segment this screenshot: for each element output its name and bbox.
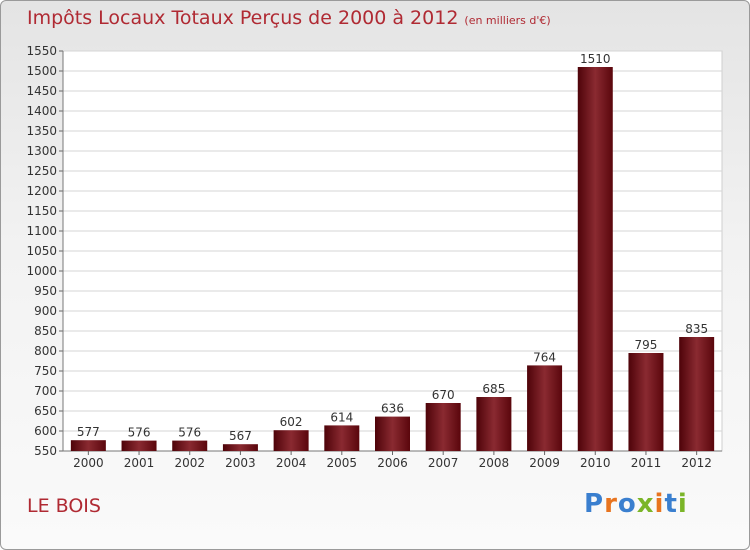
y-tick-label: 1300 <box>26 144 57 158</box>
y-tick-label: 650 <box>34 404 57 418</box>
y-tick-label: 1450 <box>26 84 57 98</box>
x-tick-label: 2008 <box>479 456 510 470</box>
chart-title-text: Impôts Locaux Totaux Perçus de 2000 à 20… <box>27 7 459 29</box>
data-label: 602 <box>280 415 303 429</box>
data-label: 795 <box>635 338 658 352</box>
y-tick-label: 1150 <box>26 204 57 218</box>
x-tick-label: 2004 <box>276 456 307 470</box>
logo-letter: r <box>604 489 618 519</box>
x-tick-label: 2012 <box>681 456 712 470</box>
y-tick-label: 700 <box>34 384 57 398</box>
y-tick-label: 850 <box>34 324 57 338</box>
bar <box>375 416 410 451</box>
x-tick-label: 2006 <box>377 456 408 470</box>
y-tick-label: 550 <box>34 444 57 458</box>
y-tick-label: 1100 <box>26 224 57 238</box>
y-tick-label: 1000 <box>26 264 57 278</box>
logo-letter: P <box>584 489 605 519</box>
x-tick-label: 2011 <box>631 456 662 470</box>
x-tick-label: 2003 <box>225 456 256 470</box>
bar <box>425 403 461 451</box>
bar <box>628 353 664 451</box>
bar <box>172 440 208 451</box>
bar <box>121 440 157 451</box>
bar <box>222 444 258 451</box>
x-tick-label: 2005 <box>327 456 358 470</box>
x-tick-label: 2010 <box>580 456 611 470</box>
x-tick-label: 2000 <box>73 456 104 470</box>
x-tick-label: 2007 <box>428 456 459 470</box>
data-label: 577 <box>77 425 100 439</box>
data-label: 1510 <box>580 52 611 66</box>
y-tick-label: 1050 <box>26 244 57 258</box>
data-label: 614 <box>330 410 353 424</box>
logo-letter: i <box>654 489 665 519</box>
logo-letter: x <box>636 489 655 519</box>
y-tick-label: 950 <box>34 284 57 298</box>
x-tick-label: 2009 <box>529 456 560 470</box>
logo-letter: i <box>677 489 688 519</box>
bar <box>70 440 106 451</box>
data-label: 764 <box>533 350 556 364</box>
y-tick-label: 800 <box>34 344 57 358</box>
bar <box>476 397 512 451</box>
chart-title: Impôts Locaux Totaux Perçus de 2000 à 20… <box>27 7 551 29</box>
data-label: 835 <box>685 322 708 336</box>
y-tick-label: 750 <box>34 364 57 378</box>
proxiti-logo[interactable]: Proxiti <box>584 489 688 519</box>
data-label: 685 <box>482 382 505 396</box>
y-tick-label: 1500 <box>26 64 57 78</box>
x-tick-label: 2002 <box>174 456 205 470</box>
chart-subtitle: (en milliers d'€) <box>464 14 551 27</box>
logo-letter: o <box>617 489 637 519</box>
y-tick-label: 600 <box>34 424 57 438</box>
data-label: 576 <box>178 426 201 440</box>
bar <box>527 365 563 451</box>
data-label: 670 <box>432 388 455 402</box>
data-label: 636 <box>381 402 404 416</box>
logo-letter: t <box>664 489 678 519</box>
y-tick-label: 1200 <box>26 184 57 198</box>
bar <box>324 425 360 451</box>
bar <box>273 430 309 451</box>
y-tick-label: 1350 <box>26 124 57 138</box>
bar <box>679 337 715 451</box>
place-name: LE BOIS <box>27 495 101 517</box>
x-tick-label: 2001 <box>124 456 155 470</box>
bar <box>577 67 613 451</box>
data-label: 567 <box>229 429 252 443</box>
y-tick-label: 1400 <box>26 104 57 118</box>
data-label: 576 <box>128 426 151 440</box>
y-tick-label: 900 <box>34 304 57 318</box>
y-tick-label: 1250 <box>26 164 57 178</box>
y-tick-label: 1550 <box>26 44 57 58</box>
